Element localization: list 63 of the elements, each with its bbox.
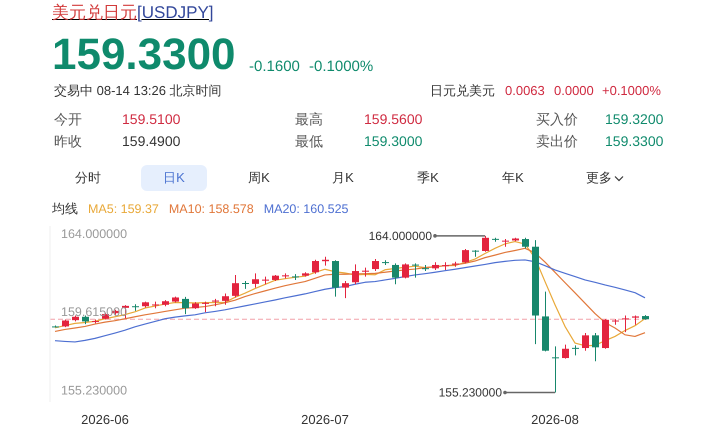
y-tick-label: 155.230000 — [61, 384, 128, 398]
candlestick — [372, 258, 379, 272]
candlestick — [352, 264, 359, 285]
text: 159.5100 — [122, 110, 180, 128]
text: 159.4900 — [122, 132, 180, 150]
candlestick — [462, 248, 469, 264]
text: 更多 — [586, 169, 612, 187]
candlestick — [412, 262, 419, 278]
text: 周K — [248, 170, 270, 186]
candlestick — [582, 332, 589, 352]
text: 昨收 — [54, 132, 82, 150]
text: 159.3000 — [364, 132, 422, 150]
candlestick — [392, 262, 399, 285]
x-tick-label: 2026-08 — [531, 412, 579, 427]
candlestick — [622, 315, 629, 333]
candlestick — [202, 301, 209, 313]
candlestick — [242, 280, 249, 290]
candlestick — [402, 262, 409, 279]
legend-title: 均线 — [52, 200, 78, 218]
text: 0.0000 — [554, 83, 594, 99]
text: 分时 — [75, 170, 101, 186]
text: 0.0063 — [505, 83, 545, 99]
text: MA5: 159.37 — [88, 202, 159, 216]
line-series — [54, 248, 646, 338]
text: 交易中 08-14 13:26 北京时间 — [54, 83, 222, 99]
candlestick — [312, 259, 319, 274]
selected-tab: 日K — [141, 165, 207, 191]
candlestick — [522, 237, 529, 249]
text: 最低 — [295, 132, 323, 150]
text: 159.3300 — [605, 132, 664, 150]
annotation: 164.000000 — [368, 228, 432, 243]
candlestick — [562, 344, 569, 360]
text: 159.5600 — [364, 110, 422, 128]
candlestick — [252, 272, 259, 288]
candlestick — [572, 344, 579, 356]
text: 159.3300 — [52, 28, 236, 81]
line-series — [54, 259, 646, 343]
text: -0.1600 — [249, 58, 300, 76]
text: 年K — [502, 170, 524, 186]
y-tick-label: 164.000000 — [61, 226, 128, 241]
text: 季K — [417, 170, 439, 186]
candlestick — [552, 346, 559, 394]
candlestick — [182, 296, 189, 315]
annotation: 155.230000 — [438, 386, 502, 400]
candlestick — [482, 235, 489, 252]
text: 月K — [332, 170, 354, 186]
text: +0.1000% — [602, 83, 661, 99]
candlestick — [342, 280, 349, 299]
candlestick — [232, 274, 239, 298]
candlestick — [222, 293, 229, 306]
text: 最高 — [295, 110, 323, 128]
candlestick — [592, 332, 599, 362]
x-tick-label: 2026-06 — [81, 412, 129, 427]
text: -0.1000% — [309, 58, 374, 76]
text: 买入价 — [536, 110, 578, 128]
text: 日元兑美元 — [430, 83, 495, 99]
text: MA10: 158.578 — [168, 202, 254, 216]
text: 今开 — [54, 110, 82, 128]
text: MA20: 160.525 — [264, 202, 348, 216]
x-tick-label: 2026-07 — [301, 412, 349, 427]
text: 卖出价 — [536, 132, 578, 150]
chart-title: 美元兑日元[USDJPY] — [52, 3, 214, 22]
text: 159.3200 — [605, 110, 664, 128]
